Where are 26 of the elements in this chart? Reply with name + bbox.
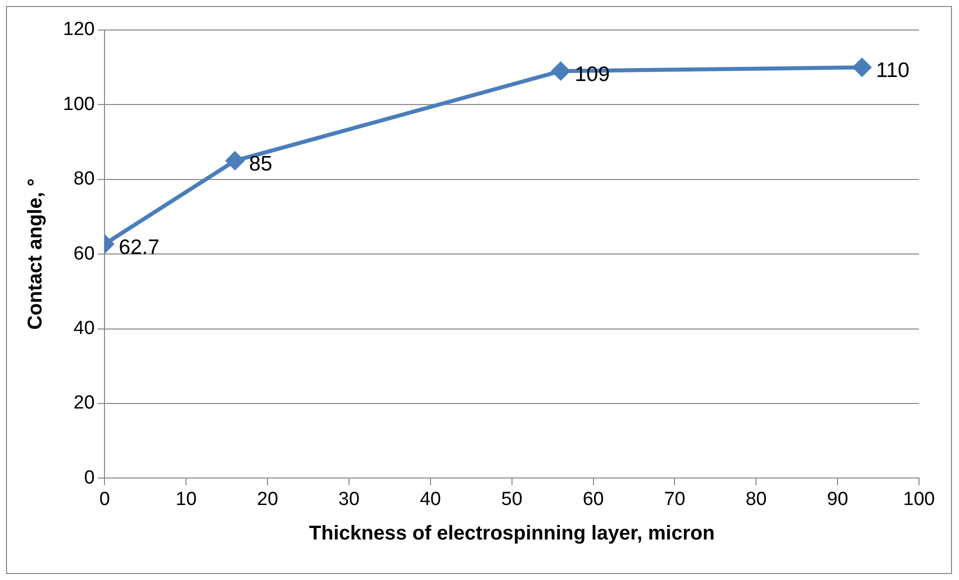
y-axis-title: Contact angle, ° [24,178,47,330]
x-axis-title: Thickness of electrospinning layer, micron [309,522,715,545]
point [552,62,570,80]
y-tick-label: 40 [74,318,95,340]
x-tick-label: 100 [903,488,935,510]
y-tick-label: 60 [74,243,95,264]
x-tick-label: 20 [256,488,278,510]
point [853,58,871,76]
x-tick-label: 80 [746,488,767,510]
x-tick-label: 40 [420,488,441,510]
y-tick-label: 100 [63,94,95,115]
data-label: 62.7 [118,236,160,259]
x-tick-label: 60 [582,488,604,510]
y-tick-label: 80 [74,168,95,190]
data-label: 85 [248,152,272,176]
x-tick-label: 30 [338,488,360,510]
data-label: 110 [876,59,910,82]
y-tick-label: 120 [63,19,95,40]
y-tick-label: 20 [74,392,95,414]
x-tick-label: 70 [664,488,686,510]
x-tick-label: 10 [176,488,197,510]
x-tick-label: 50 [501,488,522,510]
point [226,152,244,170]
x-tick-label: 90 [827,488,848,510]
y-tick-label: 0 [84,467,95,488]
x-tick-label: 0 [99,488,110,510]
